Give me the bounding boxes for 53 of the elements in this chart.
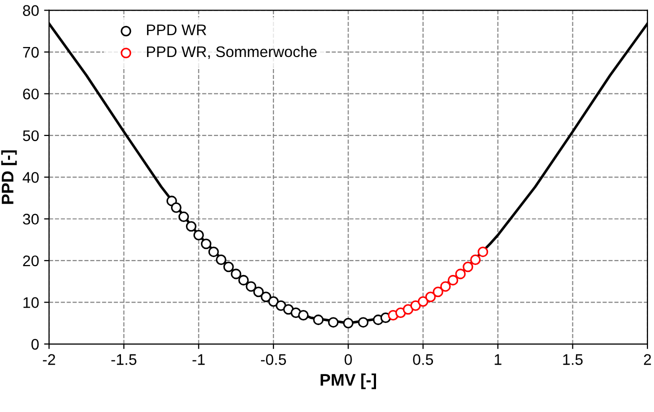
point (478, 246, 488, 258)
point (216, 254, 226, 266)
y-tick-label: 10 (24, 297, 39, 308)
point (238, 274, 249, 286)
x-tick-label: -0.5 (260, 354, 286, 365)
point (470, 254, 481, 266)
point (328, 317, 339, 328)
y-tick-label: 80 (23, 5, 39, 16)
point (260, 292, 272, 302)
point (462, 262, 474, 272)
x-axis-title: PMV [-] (320, 374, 376, 390)
y-tick-label: 0 (31, 338, 39, 350)
y-tick-label: 30 (22, 214, 39, 225)
point (402, 304, 414, 315)
point (425, 292, 436, 302)
point (410, 300, 421, 311)
point (432, 286, 444, 298)
x-tick-label: 0 (344, 354, 352, 365)
legend-label: PPD WR, Sommerwoche (147, 46, 317, 59)
point (246, 281, 256, 292)
x-tick-label: -1 (192, 354, 205, 365)
x-tick-label: 1.5 (563, 354, 583, 365)
point (448, 274, 458, 286)
point (208, 246, 219, 258)
point (276, 300, 286, 311)
point (298, 310, 309, 320)
point (268, 296, 279, 307)
point (313, 314, 324, 326)
y-axis-title: PPD [-] (1, 150, 17, 204)
y-tick-label: 70 (23, 46, 39, 58)
point (193, 230, 204, 240)
point (455, 268, 466, 280)
y-tick-label: 60 (23, 88, 39, 100)
point (223, 262, 234, 272)
point (178, 212, 189, 222)
x-tick-label: 0.5 (413, 354, 434, 365)
point (200, 238, 212, 250)
x-tick-label: -2 (42, 354, 56, 365)
point (253, 286, 264, 298)
x-tick-label: 2 (644, 354, 651, 365)
legend-label: PPD WR (147, 24, 206, 36)
x-tick-label: -1.5 (111, 354, 136, 365)
point (186, 221, 196, 232)
point (358, 317, 368, 328)
x-tick-label: 1 (494, 354, 502, 365)
point (230, 268, 242, 280)
point (440, 281, 451, 292)
y-tick-label: 40 (22, 172, 39, 183)
point (418, 296, 428, 307)
point (342, 318, 354, 328)
y-tick-label: 50 (22, 130, 39, 142)
y-tick-label: 20 (23, 255, 39, 266)
point (170, 202, 182, 213)
